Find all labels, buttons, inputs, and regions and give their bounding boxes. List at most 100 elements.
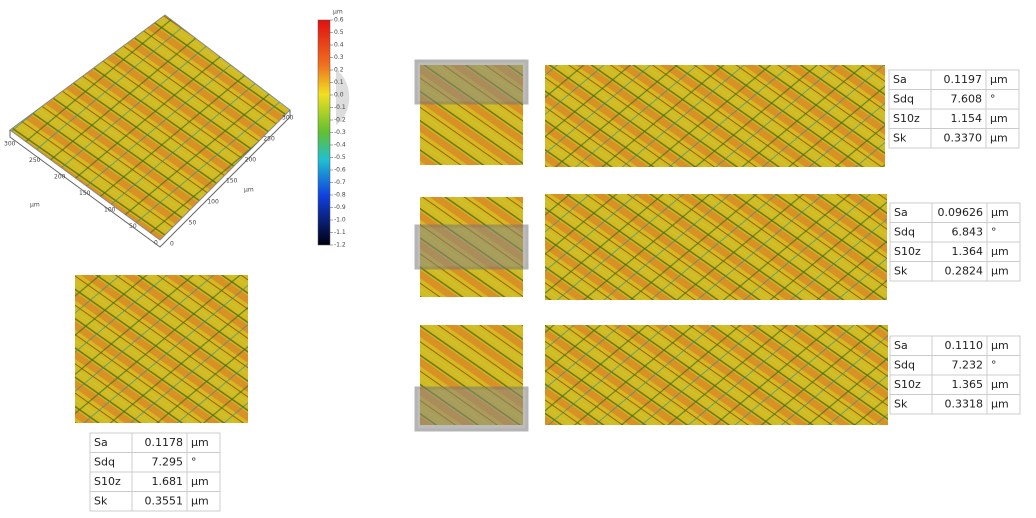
scale-tick-label: -1.0 xyxy=(334,217,346,224)
scale-tick-label: -1.1 xyxy=(334,229,346,236)
param-name: Sa xyxy=(894,339,908,352)
axis-tick-label: 250 xyxy=(29,157,41,164)
param-value: 0.3318 xyxy=(945,397,984,410)
axis-unit: µm xyxy=(244,187,254,194)
profile-row xyxy=(414,59,885,167)
param-name: Sk xyxy=(94,494,108,507)
param-value: 0.3551 xyxy=(145,494,184,507)
strip-texture xyxy=(545,65,885,167)
param-value: 0.1110 xyxy=(945,339,984,352)
profile-row xyxy=(414,194,887,300)
scale-tick-label: 0.3 xyxy=(334,54,344,61)
scale-tick-label: -0.3 xyxy=(334,129,346,136)
axis-tick-label: 150 xyxy=(79,190,91,197)
param-unit: µm xyxy=(191,494,209,507)
param-unit: ° xyxy=(990,92,996,105)
param-value: 0.1197 xyxy=(944,73,983,86)
param-value: 0.2824 xyxy=(945,264,984,277)
scale-tick-label: -0.8 xyxy=(334,192,346,199)
param-name: Sk xyxy=(894,264,908,277)
param-name: S10z xyxy=(894,245,921,258)
param-name: Sa xyxy=(893,73,907,86)
param-value: 7.295 xyxy=(152,455,184,468)
axis-tick-label: 0 xyxy=(170,241,174,248)
surface-image-texture xyxy=(75,275,248,423)
param-value: 7.232 xyxy=(952,358,984,371)
scale-tick-label: -0.9 xyxy=(334,204,346,211)
strip-texture xyxy=(545,325,888,425)
param-value: 1.681 xyxy=(152,475,184,488)
param-value: 0.3370 xyxy=(944,131,983,144)
param-value: 0.09626 xyxy=(938,206,984,219)
param-name: Sk xyxy=(893,131,907,144)
param-value: 7.608 xyxy=(951,92,983,105)
strip-texture xyxy=(545,194,887,300)
color-scale-unit: µm xyxy=(333,9,343,16)
scale-tick-label: 0.5 xyxy=(334,29,344,36)
scale-tick-label: -0.6 xyxy=(334,167,346,174)
scale-tick-label: -0.2 xyxy=(334,117,346,124)
param-value: 0.1178 xyxy=(145,436,184,449)
selection-band xyxy=(414,59,529,105)
param-unit: µm xyxy=(991,245,1009,258)
param-unit: µm xyxy=(991,264,1009,277)
scale-tick-label: 0.2 xyxy=(334,67,344,74)
table-cell xyxy=(985,128,1020,149)
axis-tick-label: 300 xyxy=(282,115,294,122)
color-bar xyxy=(317,19,331,246)
scale-tick-label: -0.7 xyxy=(334,179,346,186)
scale-tick-label: -1.2 xyxy=(334,242,346,249)
param-unit: ° xyxy=(991,225,997,238)
param-name: Sdq xyxy=(894,225,915,238)
table-cell xyxy=(186,491,221,512)
param-name: Sdq xyxy=(893,92,914,105)
axis-tick-label: 300 xyxy=(4,141,16,148)
axis-tick-label: 0 xyxy=(154,240,158,247)
scale-tick-label: -0.4 xyxy=(334,142,346,149)
axis-tick-label: 50 xyxy=(129,223,137,230)
param-name: Sa xyxy=(94,436,108,449)
profile-row xyxy=(414,325,888,432)
param-unit: µm xyxy=(990,112,1008,125)
surface-edge xyxy=(9,110,291,248)
param-unit: µm xyxy=(991,206,1009,219)
param-unit: µm xyxy=(991,378,1009,391)
param-unit: µm xyxy=(990,131,1008,144)
param-value: 6.843 xyxy=(952,225,984,238)
param-name: Sa xyxy=(894,206,908,219)
param-unit: µm xyxy=(990,73,1008,86)
selection-band xyxy=(414,224,529,270)
param-unit: ° xyxy=(991,358,997,371)
param-value: 1.365 xyxy=(952,378,984,391)
axis-tick-label: 100 xyxy=(104,207,116,214)
selection-band xyxy=(414,386,529,432)
table-cell xyxy=(986,261,1021,282)
scale-tick-label: 0.4 xyxy=(334,42,344,49)
param-name: Sdq xyxy=(94,455,115,468)
table-cell xyxy=(986,394,1021,415)
param-unit: µm xyxy=(191,475,209,488)
param-unit: ° xyxy=(191,455,197,468)
param-value: 1.154 xyxy=(951,112,983,125)
param-unit: µm xyxy=(991,339,1009,352)
axis-tick-label: 200 xyxy=(245,157,257,164)
scale-tick-label: 0.0 xyxy=(334,92,344,99)
param-name: S10z xyxy=(894,378,921,391)
param-name: S10z xyxy=(94,475,121,488)
axis-tick-label: 50 xyxy=(189,220,197,227)
axis-unit: µm xyxy=(30,202,40,209)
axis-tick-label: 200 xyxy=(54,174,66,181)
param-name: Sdq xyxy=(894,358,915,371)
param-unit: µm xyxy=(191,436,209,449)
param-name: Sk xyxy=(894,397,908,410)
scale-tick-label: -0.1 xyxy=(334,104,346,111)
axis-tick-label: 100 xyxy=(207,199,219,206)
scale-tick-label: 0.6 xyxy=(334,17,344,24)
param-name: S10z xyxy=(893,112,920,125)
axis-tick-label: 150 xyxy=(226,178,238,185)
axis-tick-label: 250 xyxy=(263,136,275,143)
surface-3d-texture xyxy=(10,15,290,240)
histogram-shape xyxy=(336,70,350,125)
param-value: 1.364 xyxy=(952,245,984,258)
